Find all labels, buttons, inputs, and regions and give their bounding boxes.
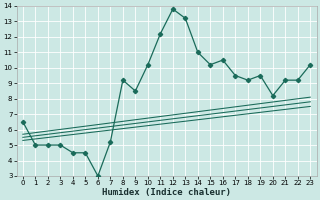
X-axis label: Humidex (Indice chaleur): Humidex (Indice chaleur) <box>102 188 231 197</box>
